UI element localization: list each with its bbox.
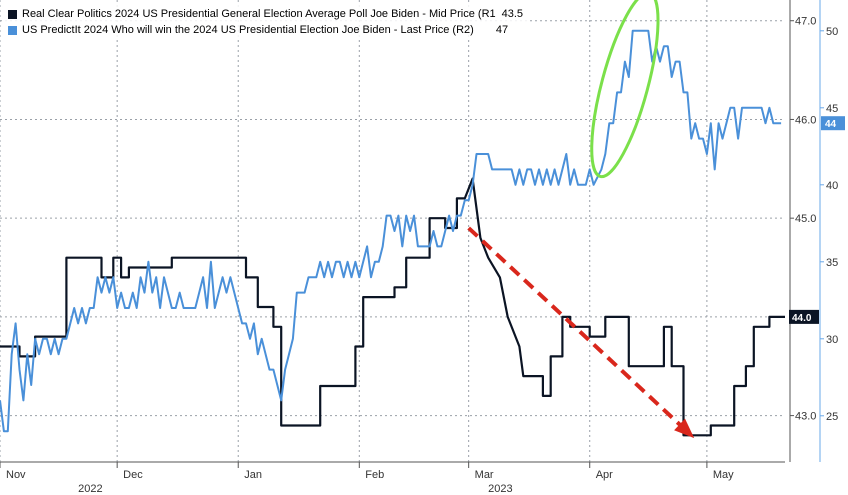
r1-tick-label: 45.0 [795,213,816,225]
x-month-label: Mar [475,469,494,481]
legend-label-predictit: US PredictIt 2024 Who will win the 2024 … [22,24,474,36]
legend-entry-rcp: Real Clear Politics 2024 US Presidential… [8,6,523,22]
r2-tick-label: 40 [826,180,838,192]
trend-arrow-line [467,226,693,437]
series-layer [0,29,785,437]
annotation-layer [467,0,695,439]
x-axis: Nov Dec Jan Feb Mar Apr May 2022 2023 [0,461,785,495]
x-month-label: Jan [244,469,262,481]
badge-predictit-text: 44 [825,119,837,130]
r2-tick-label: 25 [826,411,838,423]
legend-value-rcp: 43.5 [501,8,524,20]
series-line-rcp [0,177,785,437]
badge-rcp-text: 44.0 [792,313,812,324]
series-line-predictit [0,29,782,433]
highlight-ellipse [590,0,660,179]
right-axis-r1: 43.0 44.0 45.0 46.0 47.0 [789,0,816,462]
x-year-label: 2022 [78,483,102,495]
last-value-badges: 44.0 44 [789,116,845,324]
legend-label-rcp: Real Clear Politics 2024 US Presidential… [22,8,496,20]
legend-entry-predictit: US PredictIt 2024 Who will win the 2024 … [8,22,523,38]
x-month-label: Dec [123,469,143,481]
x-month-label: Nov [6,469,26,481]
r1-tick-label: 46.0 [795,114,816,126]
r1-tick-label: 47.0 [795,16,816,28]
legend-value-predictit: 47 [495,24,509,36]
x-month-label: Feb [365,469,384,481]
legend-swatch-predictit [8,25,17,35]
r2-tick-label: 35 [826,257,838,269]
x-month-label: May [713,469,734,481]
badge-predictit [821,116,845,131]
r2-tick-label: 30 [826,334,838,346]
badge-rcp [789,309,819,324]
grid-lines [0,0,785,462]
r2-tick-label: 45 [826,103,838,115]
trend-arrow-head [674,418,695,439]
x-month-label: Apr [596,469,613,481]
legend-swatch-rcp [8,9,17,19]
legend: Real Clear Politics 2024 US Presidential… [4,4,528,40]
r2-tick-label: 50 [826,26,838,38]
r1-tick-label: 43.0 [795,411,816,423]
right-axis-r2: 25 30 35 40 45 50 [819,0,838,462]
x-year-label: 2023 [488,483,512,495]
